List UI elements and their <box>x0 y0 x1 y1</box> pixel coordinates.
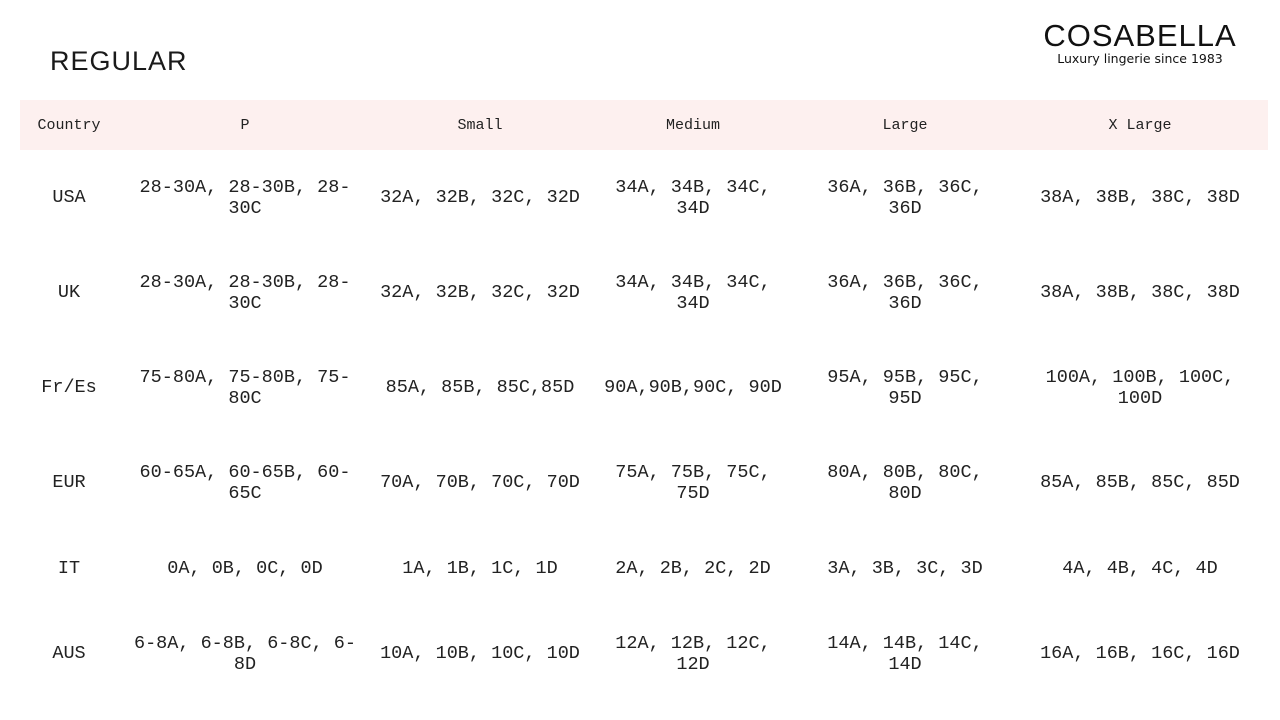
cell-text: UK <box>57 282 81 303</box>
country-cell: Fr/Es <box>20 340 118 435</box>
size-cell: 3A, 3B, 3C, 3D <box>798 530 1012 606</box>
size-cell: 0A, 0B, 0C, 0D <box>118 530 372 606</box>
size-cell: 36A, 36B, 36C, 36D <box>798 150 1012 245</box>
size-cell: 32A, 32B, 32C, 32D <box>372 150 588 245</box>
size-cell: 38A, 38B, 38C, 38D <box>1012 150 1268 245</box>
size-cell: 80A, 80B, 80C, 80D <box>798 435 1012 530</box>
table-row: Fr/Es 75-80A, 75-80B, 75-80C 85A, 85B, 85C… <box>20 340 1268 435</box>
table-row: UK 28-30A, 28-30B, 28-30C 32A, 32B, 32C, 3… <box>20 245 1268 340</box>
size-cell: 10A, 10B, 10C, 10D <box>372 606 588 701</box>
cell-text: 2A, 2B, 2C, 2D <box>615 557 771 579</box>
cell-text: 75-80A, 75-80B, 75-80C <box>139 366 351 409</box>
cell-text: 34A, 34B, 34C, 34D <box>615 271 771 314</box>
cell-text: 100A, 100B, 100C, 100D <box>1045 366 1235 409</box>
column-header: P <box>118 100 372 150</box>
size-cell: 12A, 12B, 12C, 12D <box>588 606 798 701</box>
cell-text: 34A, 34B, 34C, 34D <box>615 176 771 219</box>
size-cell: 16A, 16B, 16C, 16D <box>1012 606 1268 701</box>
size-cell: 85A, 85B, 85C,85D <box>372 340 588 435</box>
cell-text: AUS <box>52 643 86 664</box>
cell-text: 1A, 1B, 1C, 1D <box>402 557 558 579</box>
cell-text: 28-30A, 28-30B, 28-30C <box>139 176 351 219</box>
cell-text: 95A, 95B, 95C, 95D <box>827 366 983 409</box>
size-cell: 28-30A, 28-30B, 28-30C <box>118 245 372 340</box>
table-row: USA 28-30A, 28-30B, 28-30C 32A, 32B, 32C, … <box>20 150 1268 245</box>
cell-text: 60-65A, 60-65B, 60-65C <box>139 461 351 504</box>
size-cell: 1A, 1B, 1C, 1D <box>372 530 588 606</box>
size-cell: 90A,90B,90C, 90D <box>588 340 798 435</box>
cell-text: IT <box>57 557 81 579</box>
cell-text: 16A, 16B, 16C, 16D <box>1040 643 1240 664</box>
cell-text: 85A, 85B, 85C, 85D <box>1040 472 1240 493</box>
size-cell: 34A, 34B, 34C, 34D <box>588 150 798 245</box>
size-cell: 36A, 36B, 36C, 36D <box>798 245 1012 340</box>
column-header: Large <box>798 100 1012 150</box>
size-cell: 85A, 85B, 85C, 85D <box>1012 435 1268 530</box>
table-row: AUS 6-8A, 6-8B, 6-8C, 6-8D 10A, 10B, 10C, … <box>20 606 1268 701</box>
cell-text: 90A,90B,90C, 90D <box>604 377 782 398</box>
table-row: IT 0A, 0B, 0C, 0D 1A, 1B, 1C, 1D 2A, 2B, 2C… <box>20 530 1268 606</box>
cell-text: USA <box>52 187 86 208</box>
size-cell: 75A, 75B, 75C, 75D <box>588 435 798 530</box>
page-title: REGULAR <box>50 46 188 76</box>
cell-text: 38A, 38B, 38C, 38D <box>1040 282 1240 303</box>
column-header: Medium <box>588 100 798 150</box>
cell-text: 3A, 3B, 3C, 3D <box>827 557 983 579</box>
cell-text: 38A, 38B, 38C, 38D <box>1040 187 1240 208</box>
logo-tagline: Luxury lingerie since 1983 <box>1057 51 1223 66</box>
size-cell: 6-8A, 6-8B, 6-8C, 6-8D <box>118 606 372 701</box>
cell-text: 32A, 32B, 32C, 32D <box>380 282 580 303</box>
column-header: X Large <box>1012 100 1268 150</box>
country-cell: UK <box>20 245 118 340</box>
cell-text: 75A, 75B, 75C, 75D <box>615 461 771 504</box>
cell-text: 70A, 70B, 70C, 70D <box>380 472 580 493</box>
country-cell: EUR <box>20 435 118 530</box>
cell-text: 0A, 0B, 0C, 0D <box>167 557 323 579</box>
country-cell: IT <box>20 530 118 606</box>
country-cell: USA <box>20 150 118 245</box>
cell-text: EUR <box>52 472 86 493</box>
size-cell: 32A, 32B, 32C, 32D <box>372 245 588 340</box>
cell-text: 36A, 36B, 36C, 36D <box>827 271 983 314</box>
cell-text: 85A, 85B, 85C,85D <box>385 377 575 398</box>
cell-text: 12A, 12B, 12C, 12D <box>615 632 771 675</box>
cell-text: 32A, 32B, 32C, 32D <box>380 187 580 208</box>
size-cell: 4A, 4B, 4C, 4D <box>1012 530 1268 606</box>
size-cell: 100A, 100B, 100C, 100D <box>1012 340 1268 435</box>
column-header: Country <box>20 100 118 150</box>
table-header-row: Country P Small Medium Large X Large <box>20 100 1268 150</box>
column-header: Small <box>372 100 588 150</box>
cell-text: Fr/Es <box>41 377 97 398</box>
cell-text: 36A, 36B, 36C, 36D <box>827 176 983 219</box>
cell-text: 14A, 14B, 14C, 14D <box>827 632 983 675</box>
size-cell: 14A, 14B, 14C, 14D <box>798 606 1012 701</box>
size-cell: 95A, 95B, 95C, 95D <box>798 340 1012 435</box>
cell-text: 80A, 80B, 80C, 80D <box>827 461 983 504</box>
cell-text: 6-8A, 6-8B, 6-8C, 6-8D <box>133 632 357 675</box>
size-cell: 60-65A, 60-65B, 60-65C <box>118 435 372 530</box>
cell-text: 28-30A, 28-30B, 28-30C <box>139 271 351 314</box>
country-cell: AUS <box>20 606 118 701</box>
cell-text: 10A, 10B, 10C, 10D <box>380 643 580 664</box>
brand-logo: COSABELLA Luxury lingerie since 1983 <box>1030 20 1250 66</box>
size-cell: 2A, 2B, 2C, 2D <box>588 530 798 606</box>
size-cell: 75-80A, 75-80B, 75-80C <box>118 340 372 435</box>
size-cell: 38A, 38B, 38C, 38D <box>1012 245 1268 340</box>
logo-brand: COSABELLA <box>1043 18 1237 53</box>
table-row: EUR 60-65A, 60-65B, 60-65C 70A, 70B, 70C, … <box>20 435 1268 530</box>
size-cell: 28-30A, 28-30B, 28-30C <box>118 150 372 245</box>
size-chart-table: Country P Small Medium Large X Large USA 28-30… <box>20 100 1268 701</box>
cell-text: 4A, 4B, 4C, 4D <box>1062 557 1218 579</box>
size-cell: 70A, 70B, 70C, 70D <box>372 435 588 530</box>
size-cell: 34A, 34B, 34C, 34D <box>588 245 798 340</box>
